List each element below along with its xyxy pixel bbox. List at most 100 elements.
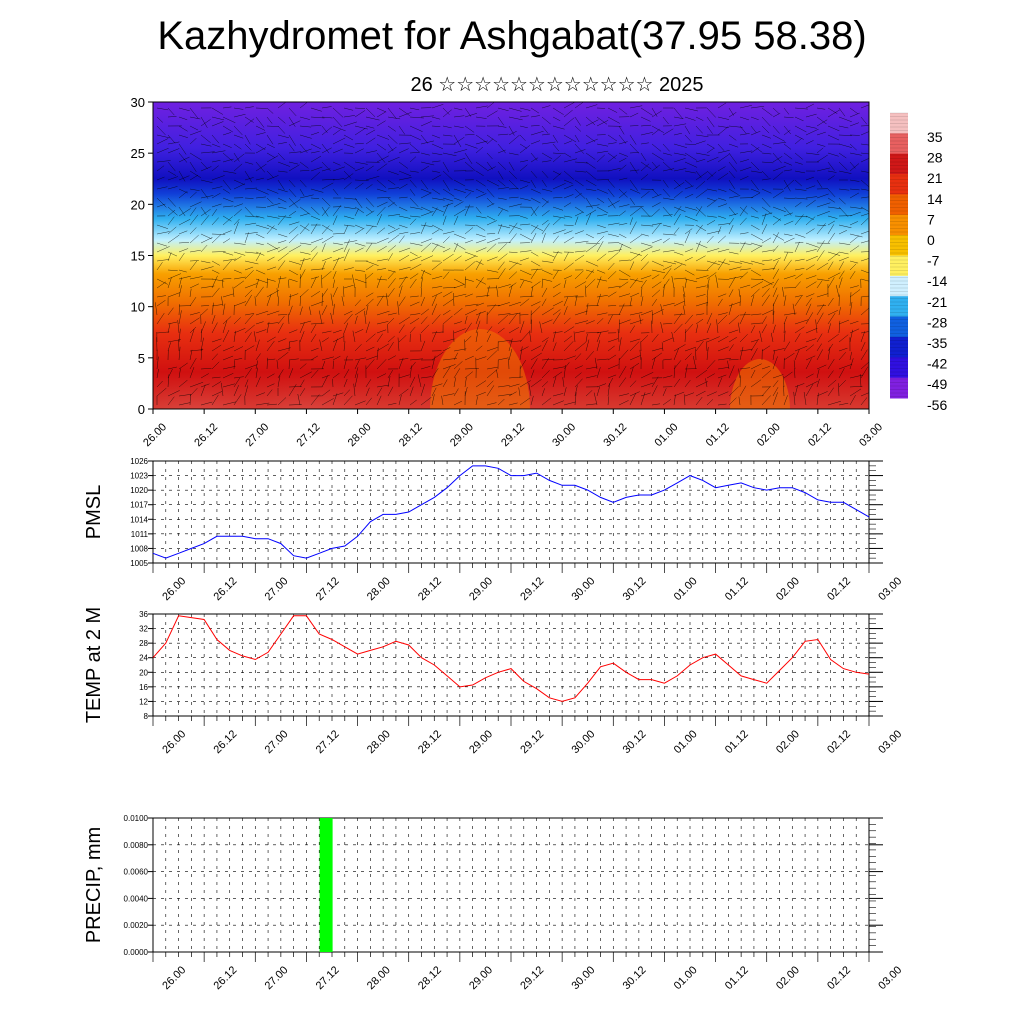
x-tick-label: 02.12	[825, 964, 853, 992]
x-tick-label: 28.12	[416, 964, 444, 992]
colorbar-segment	[890, 153, 908, 175]
colorbar-label: -28	[927, 314, 947, 330]
x-tick-label: 30.12	[621, 964, 649, 992]
x-tick-label: 29.00	[467, 964, 495, 992]
colorbar-segment	[890, 113, 908, 134]
y-tick-label: 0.0020	[124, 921, 149, 930]
series-line	[152, 465, 870, 559]
x-tick-label: 02.12	[806, 421, 834, 449]
colorbar-label: 21	[927, 170, 943, 186]
x-tick-label: 26.12	[192, 421, 220, 449]
x-tick-label: 01.00	[672, 964, 700, 992]
colorbar-label: -42	[927, 356, 947, 372]
warm-region	[153, 349, 270, 409]
y-tick-label: 0	[138, 402, 145, 417]
colorbar-label: 28	[927, 150, 943, 166]
colorbar-segment	[890, 275, 908, 297]
x-tick-label: 02.12	[825, 728, 853, 756]
y-tick-label: 10	[131, 300, 145, 315]
colorbar-label: -56	[927, 397, 947, 413]
x-tick-label: 27.00	[243, 421, 271, 449]
y-tick-label: 1008	[130, 544, 148, 553]
x-tick-label: 30.00	[550, 421, 578, 449]
x-tick-label: 30.12	[621, 575, 649, 603]
x-tick-label: 29.12	[518, 728, 546, 756]
x-tick-label: 29.00	[467, 728, 495, 756]
x-tick-label: 26.00	[141, 421, 169, 449]
x-tick-label: 01.12	[704, 421, 732, 449]
x-tick-label: 26.00	[160, 964, 188, 992]
page-title: Kazhydromet for Ashgabat(37.95 58.38)	[157, 14, 867, 58]
y-tick-label: 1023	[130, 472, 148, 481]
x-tick-label: 28.12	[416, 728, 444, 756]
colorbar-segment	[890, 296, 908, 318]
x-tick-label: 30.00	[569, 728, 597, 756]
warm-region	[240, 349, 380, 409]
x-tick-label: 26.00	[160, 728, 188, 756]
x-tick-label: 02.00	[755, 421, 783, 449]
y-tick-label: 0.0100	[124, 814, 149, 823]
colorbar-segment	[890, 255, 908, 277]
y-tick-label: 36	[139, 610, 148, 619]
x-tick-label: 27.00	[263, 728, 291, 756]
y-tick-label: 28	[139, 639, 148, 648]
y-tick-label: 16	[139, 683, 148, 692]
x-tick-label: 28.00	[365, 728, 393, 756]
y-tick-label: 1026	[130, 457, 148, 466]
y-tick-label: 0.0040	[124, 894, 149, 903]
x-tick-label: 27.12	[314, 575, 342, 603]
x-tick-label: 29.12	[518, 964, 546, 992]
colorbar-label: 7	[927, 211, 935, 227]
colorbar-label: -14	[927, 273, 947, 289]
x-tick-label: 26.00	[160, 575, 188, 603]
x-tick-label: 28.12	[416, 575, 444, 603]
x-tick-label: 29.12	[499, 421, 527, 449]
y-tick-label: 1005	[130, 559, 148, 568]
x-tick-label: 30.00	[569, 575, 597, 603]
colorbar-segment	[890, 174, 908, 195]
colorbar-segment	[890, 377, 908, 399]
colorbar-segment	[890, 316, 908, 338]
precip-bar	[319, 818, 333, 952]
y-axis-label: PRECIP, mm	[83, 827, 105, 943]
cool-region	[430, 329, 530, 409]
x-tick-label: 27.00	[263, 964, 291, 992]
y-tick-label: 8	[144, 712, 149, 721]
colorbar-label: -7	[927, 253, 940, 269]
colorbar-segment	[890, 214, 908, 236]
x-tick-label: 01.00	[672, 728, 700, 756]
colorbar-label: -35	[927, 335, 947, 351]
y-tick-label: 1020	[130, 486, 148, 495]
colorbar-label: 0	[927, 232, 935, 248]
x-tick-label: 29.00	[448, 421, 476, 449]
x-tick-label: 28.00	[365, 575, 393, 603]
x-tick-label: 27.00	[263, 575, 291, 603]
x-tick-label: 27.12	[314, 728, 342, 756]
x-tick-label: 27.12	[314, 964, 342, 992]
x-tick-label: 03.00	[876, 575, 904, 603]
y-tick-label: 32	[139, 625, 148, 634]
x-tick-label: 30.12	[601, 421, 629, 449]
series-line	[152, 615, 870, 702]
x-tick-label: 27.12	[295, 421, 323, 449]
y-tick-label: 12	[139, 697, 148, 706]
x-tick-label: 02.12	[825, 575, 853, 603]
x-tick-label: 01.12	[723, 575, 751, 603]
colorbar-segment	[890, 235, 908, 256]
x-tick-label: 03.00	[876, 728, 904, 756]
y-tick-label: 30	[131, 95, 145, 110]
wind-vectors	[155, 102, 869, 406]
x-tick-label: 02.00	[774, 964, 802, 992]
y-tick-label: 0.0060	[124, 868, 149, 877]
y-tick-label: 20	[131, 197, 145, 212]
colorbar-segment	[890, 336, 908, 358]
x-tick-label: 26.12	[211, 964, 239, 992]
x-tick-label: 03.00	[876, 964, 904, 992]
x-tick-label: 02.00	[774, 575, 802, 603]
y-tick-label: 24	[139, 654, 148, 663]
x-tick-label: 30.12	[621, 728, 649, 756]
cool-region	[730, 359, 790, 409]
colorbar-segment	[890, 357, 908, 379]
y-axis-label: PMSL	[83, 485, 105, 539]
x-tick-label: 28.12	[397, 421, 425, 449]
